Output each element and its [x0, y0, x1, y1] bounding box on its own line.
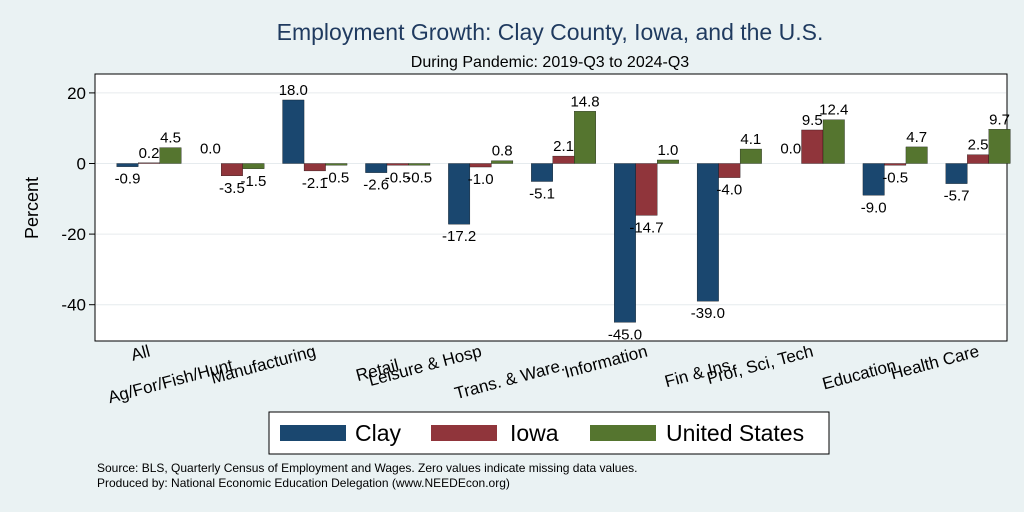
data-label-united-states-fin-ins: 4.1 — [740, 131, 761, 148]
bar-united-states-trans-ware — [574, 111, 596, 164]
data-labels: -0.90.24.50.0-3.5-1.518.0-2.1-0.5 -2.6-0.… — [115, 82, 1010, 343]
data-label-clay-retail: -2.6 — [363, 177, 389, 194]
data-label-iowa-education: -0.5 — [882, 169, 908, 186]
produced-by-note: Produced by: National Economic Education… — [97, 476, 510, 490]
y-tick-label: 20 — [67, 84, 86, 103]
data-label-iowa-manufacturing: -2.1 — [302, 175, 328, 192]
chart-subtitle: During Pandemic: 2019-Q3 to 2024-Q3 — [411, 54, 689, 71]
legend-swatch-clay — [280, 425, 346, 441]
bar-iowa-prof-sci-tech — [801, 129, 824, 164]
legend-label-iowa: Iowa — [510, 420, 559, 446]
data-label-iowa-health-care: 2.5 — [968, 137, 989, 154]
data-label-iowa-trans-ware: 2.1 — [553, 138, 574, 155]
category-label-education: Education — [820, 356, 898, 394]
data-label-united-states-retail: -0.5 — [406, 169, 432, 186]
data-label-iowa-information: -14.7 — [629, 219, 663, 236]
bar-clay-health-care — [945, 163, 968, 184]
bar-clay-education — [862, 163, 885, 196]
data-label-united-states-health-care: 9.7 — [989, 111, 1010, 128]
legend-swatch-united-states — [590, 425, 656, 441]
bar-iowa-trans-ware — [552, 155, 575, 164]
data-label-united-states-leisure-hosp: 0.8 — [492, 143, 513, 160]
data-label-united-states-information: 1.0 — [658, 142, 679, 159]
legend-swatch-iowa — [431, 425, 497, 441]
bar-iowa-health-care — [967, 154, 989, 164]
y-tick-label: -20 — [61, 225, 86, 244]
chart-title: Employment Growth: Clay County, Iowa, an… — [277, 19, 824, 45]
bar-united-states-all — [159, 147, 182, 164]
data-label-clay-trans-ware: -5.1 — [529, 186, 555, 203]
bar-united-states-information — [657, 159, 679, 164]
bar-united-states-health-care — [988, 129, 1011, 164]
data-label-clay-leisure-hosp: -17.2 — [442, 228, 476, 245]
legend-label-clay: Clay — [355, 420, 402, 446]
bar-united-states-prof-sci-tech — [822, 119, 845, 164]
data-label-clay-ag-for-fish-hunt: 0.0 — [200, 141, 221, 158]
data-label-clay-all: -0.9 — [115, 171, 141, 188]
bar-iowa-ag-for-fish-hunt — [221, 163, 243, 177]
bar-clay-retail — [365, 163, 388, 173]
data-label-iowa-leisure-hosp: -1.0 — [468, 171, 494, 188]
category-label-information: Information — [562, 342, 649, 382]
y-axis: 20 0 -20 -40 — [61, 84, 95, 315]
data-label-clay-manufacturing: 18.0 — [279, 82, 308, 99]
bar-iowa-manufacturing — [303, 163, 326, 172]
legend-label-united-states: United States — [666, 420, 804, 446]
data-label-iowa-retail: -0.5 — [385, 169, 411, 186]
source-note: Source: BLS, Quarterly Census of Employm… — [97, 461, 637, 475]
bar-clay-trans-ware — [531, 163, 553, 182]
data-label-iowa-all: 0.2 — [139, 145, 160, 162]
bar-iowa-retail — [386, 163, 409, 166]
bar-united-states-retail — [408, 163, 431, 166]
category-label-all: All — [129, 342, 152, 365]
data-label-united-states-ag-for-fish-hunt: -1.5 — [240, 173, 266, 190]
data-label-clay-education: -9.0 — [861, 199, 887, 216]
data-label-united-states-all: 4.5 — [160, 130, 181, 147]
bar-iowa-leisure-hosp — [469, 163, 492, 168]
bar-iowa-fin-ins — [718, 163, 741, 178]
data-label-united-states-education: 4.7 — [906, 129, 927, 146]
bar-clay-all — [116, 163, 139, 167]
y-tick-label: 0 — [77, 155, 86, 174]
data-label-clay-fin-ins: -39.0 — [691, 305, 725, 322]
bar-clay-manufacturing — [282, 99, 305, 164]
y-axis-label: Percent — [22, 177, 42, 239]
bar-iowa-all — [138, 162, 160, 164]
bars — [116, 99, 1011, 323]
bar-united-states-ag-for-fish-hunt — [242, 163, 265, 169]
data-label-iowa-prof-sci-tech: 9.5 — [802, 112, 823, 129]
data-label-united-states-prof-sci-tech: 12.4 — [819, 102, 848, 119]
bar-united-states-education — [905, 146, 928, 164]
data-label-clay-health-care: -5.7 — [944, 188, 970, 205]
legend-box — [268, 411, 830, 455]
bar-united-states-fin-ins — [739, 148, 762, 164]
bar-iowa-education — [884, 163, 907, 166]
bar-united-states-leisure-hosp — [491, 160, 514, 164]
data-label-iowa-fin-ins: -4.0 — [716, 182, 742, 199]
data-label-iowa-ag-for-fish-hunt: -3.5 — [219, 180, 245, 197]
data-label-clay-information: -45.0 — [608, 326, 642, 343]
bar-clay-leisure-hosp — [448, 163, 471, 225]
data-label-united-states-trans-ware: 14.8 — [570, 93, 599, 110]
category-label-prof-sci-tech: Prof, Sci, Tech — [705, 342, 815, 389]
plot-area — [94, 73, 1008, 342]
bar-clay-fin-ins — [696, 163, 719, 302]
category-label-health-care: Health Care — [889, 342, 982, 384]
bar-united-states-manufacturing — [325, 163, 348, 166]
data-label-clay-prof-sci-tech: 0.0 — [780, 141, 801, 158]
category-label-manufacturing: Manufacturing — [209, 342, 318, 388]
bar-clay-information — [614, 163, 636, 323]
legend: Clay Iowa United States — [268, 411, 830, 455]
y-tick-label: -40 — [61, 296, 86, 315]
bar-iowa-information — [635, 163, 658, 216]
data-label-united-states-manufacturing: -0.5 — [323, 169, 349, 186]
